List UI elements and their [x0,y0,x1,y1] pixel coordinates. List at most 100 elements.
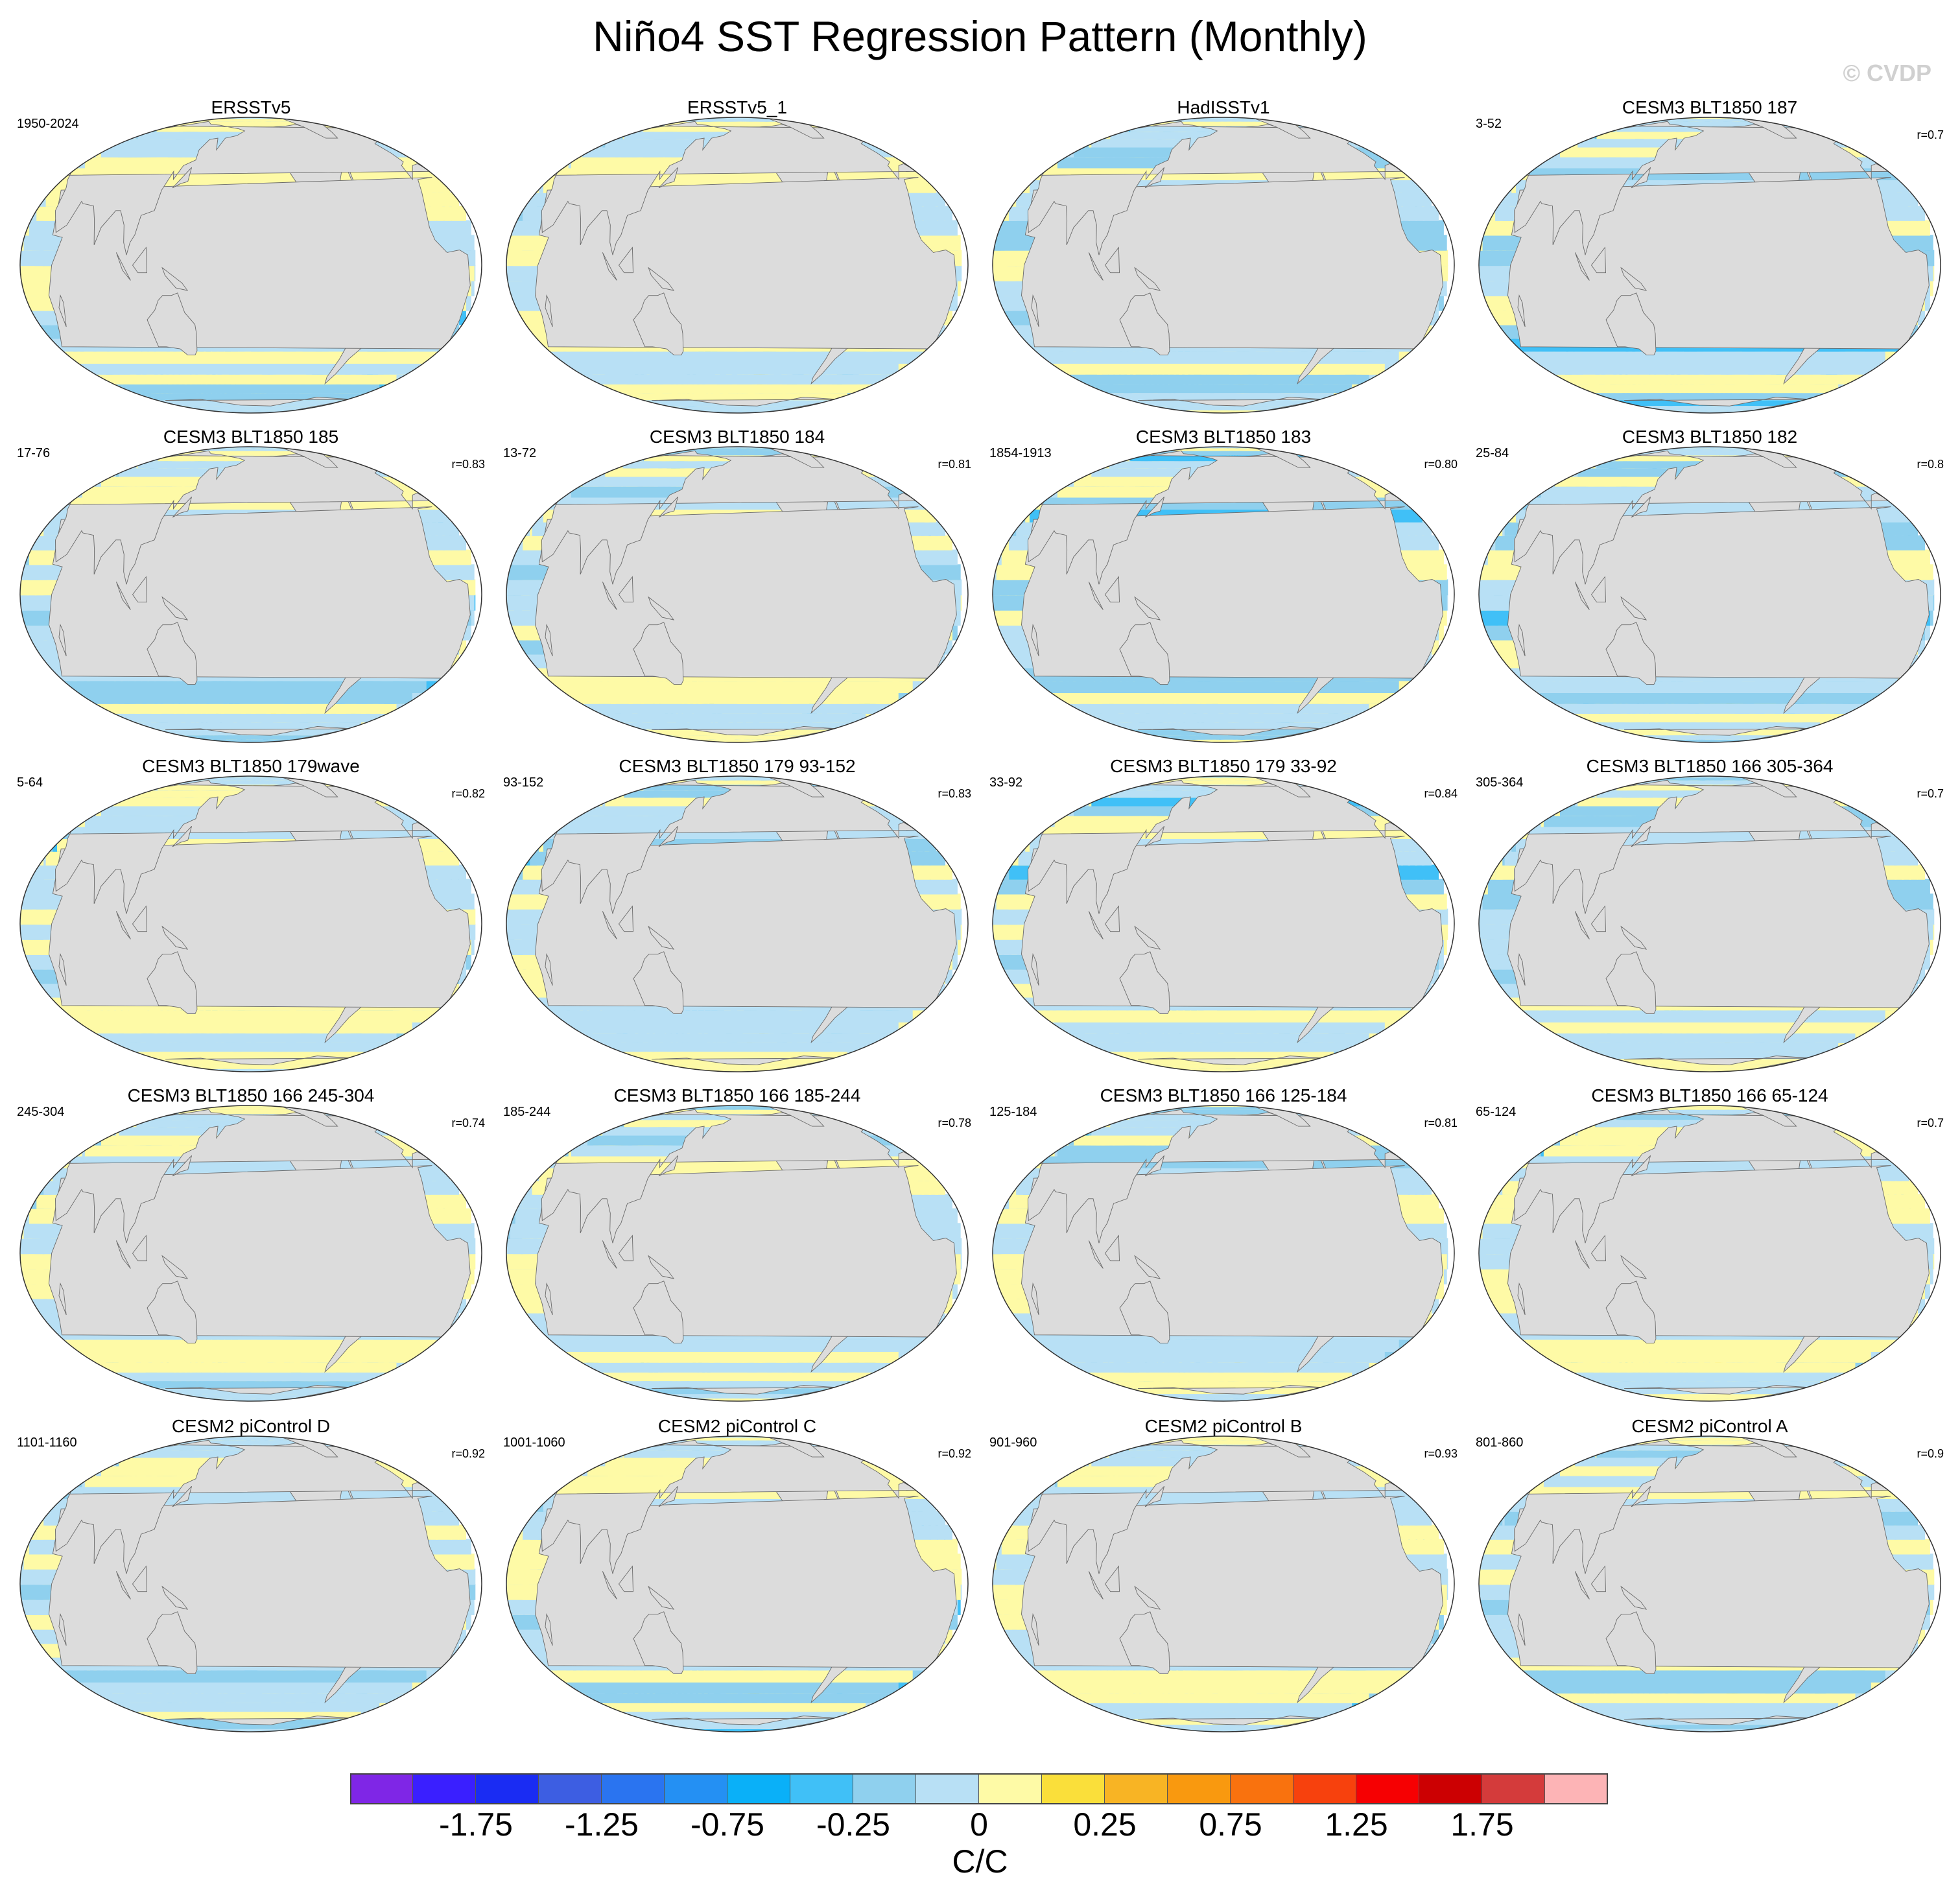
sst-regression-map [19,446,482,743]
sst-field [506,117,962,413]
panel-period: 901-960 [989,1435,1037,1450]
colorbar-box [1105,1773,1168,1804]
map-outline [19,775,482,1072]
colorbar-box [979,1773,1042,1804]
panel-title: CESM3 BLT1850 166 65-124 [1467,1085,1953,1106]
sst-field [20,1436,476,1732]
map-panel: CESM2 piControl A 801-860 r=0.9 [1467,1416,1953,1743]
map-outline [992,1105,1455,1402]
sst-field [993,1436,1448,1732]
sst-field [993,447,1448,742]
map-panel: CESM3 BLT1850 166 185-244 185-244 r=0.78 [494,1085,980,1413]
map-outline [992,446,1455,743]
colorbar-tick-label: -0.75 [676,1806,779,1843]
colorbar-box [790,1773,853,1804]
colorbar-box [1356,1773,1419,1804]
panel-title: CESM3 BLT1850 179 93-152 [494,756,980,777]
panel-pattern-correlation: r=0.81 [938,458,971,471]
sst-field [993,117,1448,413]
map-panel: CESM3 BLT1850 179wave 5-64 r=0.82 [8,756,494,1083]
colorbar-box [727,1773,790,1804]
colorbar-box [1168,1773,1231,1804]
panel-pattern-correlation: r=0.83 [938,787,971,801]
map-panel: CESM3 BLT1850 184 13-72 r=0.81 [494,427,980,754]
colorbar-box [413,1773,476,1804]
land-mask [1021,1437,1443,1732]
map-outline [1478,446,1941,743]
panel-title: CESM2 piControl B [980,1416,1467,1437]
map-panel: CESM3 BLT1850 183 1854-1913 r=0.80 [980,427,1467,754]
panel-period: 65-124 [1476,1105,1516,1120]
map-panel: CESM3 BLT1850 166 245-304 245-304 r=0.74 [8,1085,494,1413]
colorbar-box [853,1773,916,1804]
map-outline [1478,775,1941,1072]
sst-field [20,776,476,1072]
panel-pattern-correlation: r=0.9 [1917,1447,1944,1461]
panel-pattern-correlation: r=0.80 [1424,458,1458,471]
map-outline [19,446,482,743]
colorbar-box [1419,1773,1482,1804]
land-mask [1507,447,1930,742]
panel-title: CESM3 BLT1850 182 [1467,427,1953,447]
map-panel: CESM3 BLT1850 185 17-76 r=0.83 [8,427,494,754]
panel-period: 245-304 [17,1105,64,1120]
sst-field [993,776,1448,1072]
panel-period: 1854-1913 [989,446,1052,461]
map-outline [19,117,482,414]
panel-title: CESM3 BLT1850 166 125-184 [980,1085,1467,1106]
sst-regression-map [1478,446,1941,743]
map-outline [19,1435,482,1732]
sst-field [506,1105,962,1401]
land-mask [535,1106,957,1401]
map-panel: CESM3 BLT1850 166 65-124 65-124 r=0.7 [1467,1085,1953,1413]
panel-title: CESM3 BLT1850 187 [1467,97,1953,118]
map-outline [506,446,969,743]
panel-pattern-correlation: r=0.92 [938,1447,971,1461]
sst-regression-map [992,775,1455,1072]
map-panel: CESM3 BLT1850 187 3-52 r=0.7 [1467,97,1953,425]
panel-period: 25-84 [1476,446,1509,461]
panel-period: 305-364 [1476,775,1523,790]
land-mask [49,1106,471,1401]
colorbar-tick-label: -1.25 [550,1806,654,1843]
map-panel: CESM2 piControl D 1101-1160 r=0.92 [8,1416,494,1743]
land-mask [1507,1437,1930,1732]
sst-field [506,776,962,1072]
panel-title: HadISSTv1 [980,97,1467,118]
colorbar-box [476,1773,539,1804]
sst-field [1479,1436,1935,1732]
land-mask [535,118,957,413]
land-mask [535,1437,957,1732]
panel-title: CESM3 BLT1850 166 245-304 [8,1085,494,1106]
figure-title: Niño4 SST Regression Pattern (Monthly) [0,12,1960,61]
map-outline [19,1105,482,1402]
sst-field [993,1105,1448,1401]
panel-pattern-correlation: r=0.84 [1424,787,1458,801]
map-outline [992,775,1455,1072]
panel-period: 3-52 [1476,117,1502,132]
sst-regression-map [506,117,969,414]
sst-regression-map [19,1435,482,1732]
map-outline [506,117,969,414]
sst-field [506,447,962,742]
sst-regression-map [19,117,482,414]
panel-title: ERSSTv5 [8,97,494,118]
panel-title: CESM2 piControl D [8,1416,494,1437]
panel-title: CESM3 BLT1850 184 [494,427,980,447]
map-outline [992,1435,1455,1732]
cvdp-watermark: © CVDP [1843,60,1931,87]
colorbar-box [1231,1773,1293,1804]
panel-period: 1101-1160 [17,1435,77,1450]
map-panel: CESM3 BLT1850 179 93-152 93-152 r=0.83 [494,756,980,1083]
colorbar-tick-label: 0.25 [1053,1806,1157,1843]
map-panel: CESM3 BLT1850 179 33-92 33-92 r=0.84 [980,756,1467,1083]
panel-pattern-correlation: r=0.93 [1424,1447,1458,1461]
colorbar-box [1293,1773,1356,1804]
sst-regression-map [1478,117,1941,414]
panel-pattern-correlation: r=0.83 [451,458,485,471]
map-outline [506,775,969,1072]
map-outline [1478,1105,1941,1402]
colorbar-tick-label: 0.75 [1179,1806,1282,1843]
panel-title: CESM3 BLT1850 185 [8,427,494,447]
colorbar-tick-label: 0 [927,1806,1031,1843]
